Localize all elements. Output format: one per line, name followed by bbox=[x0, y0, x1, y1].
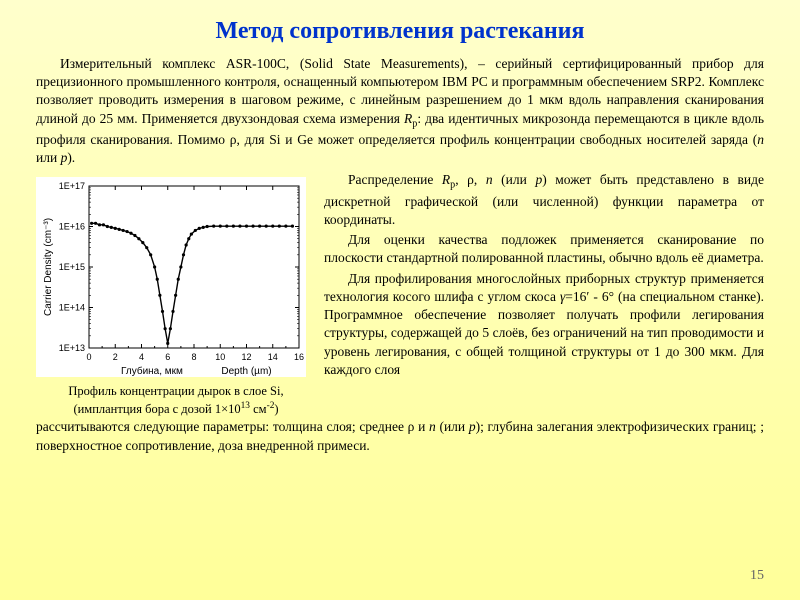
svg-text:14: 14 bbox=[268, 352, 278, 362]
carrier-density-chart: 0 2 4 6 8 10 12 14 16 1E+13 1E+14 1E+15 1E+16 1E+17 Гл… bbox=[36, 177, 306, 377]
bottom-paragraph-wrap: рассчитываются следующие параметры: толщ… bbox=[36, 418, 764, 454]
svg-text:6: 6 bbox=[165, 352, 170, 362]
svg-text:Depth (µm): Depth (µm) bbox=[221, 366, 271, 377]
svg-text:1E+16: 1E+16 bbox=[59, 222, 85, 232]
chart-column: 0 2 4 6 8 10 12 14 16 1E+13 1E+14 1E+15 1E+16 1E+17 Гл… bbox=[36, 171, 316, 418]
svg-text:10: 10 bbox=[215, 352, 225, 362]
svg-text:12: 12 bbox=[241, 352, 251, 362]
svg-text:1E+15: 1E+15 bbox=[59, 262, 85, 272]
bottom-paragraph: рассчитываются следующие параметры: толщ… bbox=[36, 418, 764, 454]
svg-text:4: 4 bbox=[139, 352, 144, 362]
text-column: Распределение Rp, ρ, n (или p) может быт… bbox=[316, 171, 764, 418]
caption-line-2: (имплантция бора с дозой 1×1013 см-2) bbox=[36, 400, 316, 418]
svg-text:1E+14: 1E+14 bbox=[59, 303, 85, 313]
right-p1: Распределение Rp, ρ, n (или p) может быт… bbox=[324, 171, 764, 229]
chart-caption: Профиль концентрации дырок в слое Si, (и… bbox=[36, 383, 316, 418]
svg-text:8: 8 bbox=[191, 352, 196, 362]
page-number: 15 bbox=[750, 568, 764, 584]
intro-paragraph: Измерительный комплекс ASR-100C, (Solid … bbox=[36, 55, 764, 167]
right-p3: Для профилирования многослойных приборны… bbox=[324, 270, 764, 379]
svg-text:2: 2 bbox=[113, 352, 118, 362]
caption-line-1: Профиль концентрации дырок в слое Si, bbox=[36, 383, 316, 400]
svg-text:1E+13: 1E+13 bbox=[59, 343, 85, 353]
right-p2: Для оценки качества подложек применяется… bbox=[324, 231, 764, 267]
svg-text:Глубина, мкм: Глубина, мкм bbox=[121, 365, 183, 377]
svg-text:0: 0 bbox=[86, 352, 91, 362]
svg-text:16: 16 bbox=[294, 352, 304, 362]
body-row: 0 2 4 6 8 10 12 14 16 1E+13 1E+14 1E+15 1E+16 1E+17 Гл… bbox=[36, 171, 764, 418]
svg-text:1E+17: 1E+17 bbox=[59, 181, 85, 191]
slide-title: Метод сопротивления растекания bbox=[36, 18, 764, 45]
svg-text:Carrier Density (cm⁻³): Carrier Density (cm⁻³) bbox=[43, 218, 54, 316]
